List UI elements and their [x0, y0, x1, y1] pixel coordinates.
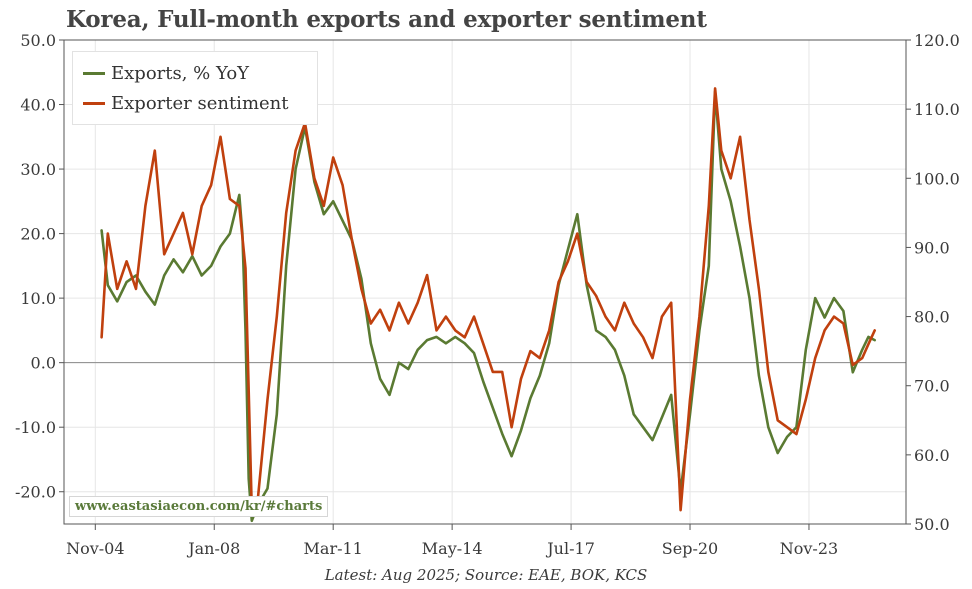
left-axis-tick-label: 30.0: [20, 160, 56, 179]
left-axis-tick-label: 10.0: [20, 289, 56, 308]
right-axis-tick-label: 50.0: [914, 515, 950, 534]
left-axis-tick-label: -10.0: [15, 418, 56, 437]
right-axis-tick-label: 110.0: [914, 100, 960, 119]
x-axis-tick-label: Jan-08: [186, 539, 240, 558]
left-axis-tick-label: 40.0: [20, 96, 56, 115]
right-axis-tick-label: 80.0: [914, 308, 950, 327]
legend-item-exports: Exports, % YoY: [83, 60, 249, 86]
right-axis-tick-label: 90.0: [914, 238, 950, 257]
chart-title: Korea, Full-month exports and exporter s…: [66, 6, 707, 33]
x-axis: Nov-04 Jan-08 Mar-11 May-14 Jul-17 Sep-20 Nov-…: [66, 524, 838, 558]
right-axis-tick-label: 120.0: [914, 31, 960, 50]
right-axis-tick-label: 70.0: [914, 377, 950, 396]
plot-frame: [63, 39, 907, 525]
legend-label-exports: Exports, % YoY: [111, 62, 250, 84]
right-axis-tick-label: 100.0: [914, 169, 960, 188]
series-line-exports: [100, 90, 877, 523]
source-note: Latest: Aug 2025; Source: EAE, BOK, KCS: [324, 566, 648, 584]
series-line-sentiment: [100, 87, 877, 512]
right-axis: 50.0 60.0 70.0 80.0 90.0 100.0 110.0 120.0: [906, 31, 960, 534]
left-axis-tick-label: -20.0: [15, 483, 56, 502]
x-axis-tick-label: Sep-20: [662, 539, 718, 558]
x-axis-tick-label: Mar-11: [304, 539, 363, 558]
legend-label-sentiment: Exporter sentiment: [111, 92, 289, 114]
watermark-link[interactable]: www.eastasiaecon.com/kr/#charts: [69, 496, 329, 517]
left-axis-tick-label: 20.0: [20, 225, 56, 244]
legend-swatch-sentiment: [83, 101, 105, 105]
x-axis-tick-label: May-14: [422, 539, 483, 558]
right-axis-tick-label: 60.0: [914, 446, 950, 465]
left-axis-tick-label: 0.0: [31, 354, 56, 373]
left-axis-tick-label: 50.0: [20, 31, 56, 50]
legend-swatch-exports: [83, 71, 105, 75]
x-axis-tick-label: Nov-23: [780, 539, 838, 558]
series-layer: [100, 87, 877, 523]
x-axis-tick-label: Jul-17: [545, 539, 595, 558]
x-axis-tick-label: Nov-04: [66, 539, 124, 558]
left-axis: -20.0 -10.0 0.0 10.0 20.0 30.0 40.0 50.0: [15, 31, 64, 502]
legend: Exports, % YoY Exporter sentiment: [72, 51, 318, 125]
legend-item-sentiment: Exporter sentiment: [83, 90, 289, 116]
